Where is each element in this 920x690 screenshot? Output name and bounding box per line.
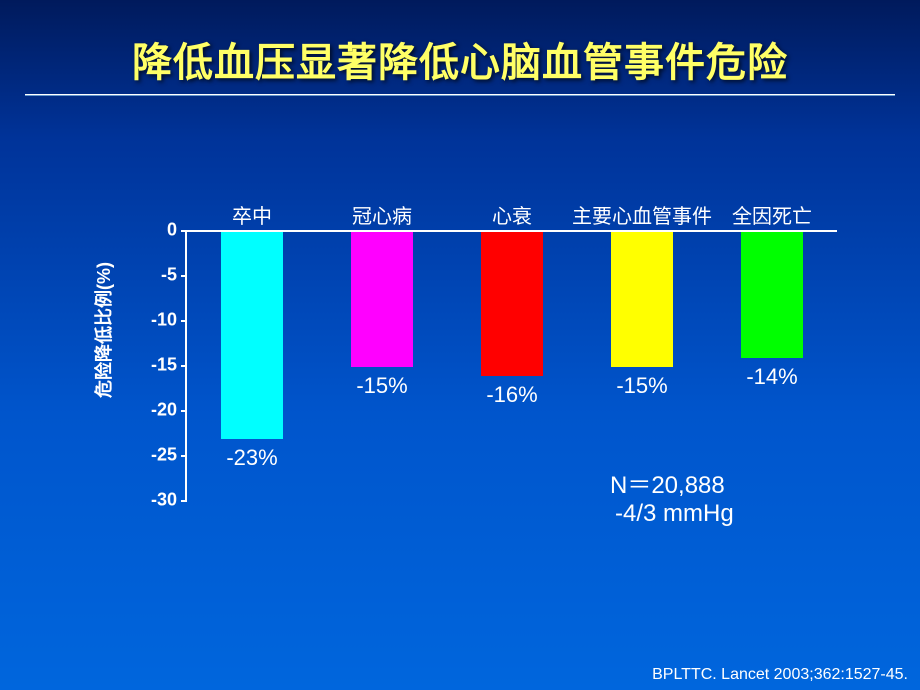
y-tick-label: -10 — [137, 310, 177, 331]
category-label: 冠心病 — [352, 200, 412, 229]
bar — [221, 232, 283, 439]
chart-note: N＝20,888 — [610, 465, 725, 500]
value-label: -23% — [226, 445, 277, 471]
bar — [741, 232, 803, 358]
category-label: 全因死亡 — [732, 200, 812, 229]
y-tick-label: -25 — [137, 445, 177, 466]
bar-chart: 危险降低比例(%) 0-5-10-15-20-25-30卒中-23%冠心病-15… — [130, 195, 850, 505]
y-tick-mark — [181, 455, 187, 457]
plot-area: 0-5-10-15-20-25-30卒中-23%冠心病-15%心衰-16%主要心… — [185, 230, 837, 500]
bar — [611, 232, 673, 367]
bar — [481, 232, 543, 376]
y-tick-label: -20 — [137, 400, 177, 421]
y-tick-label: 0 — [137, 220, 177, 241]
chart-note: -4/3 mmHg — [615, 500, 734, 528]
y-tick-label: -15 — [137, 355, 177, 376]
category-label: 心衰 — [492, 200, 532, 229]
value-label: -14% — [746, 364, 797, 390]
y-tick-mark — [181, 275, 187, 277]
y-axis-label: 危险降低比例(%) — [90, 262, 116, 398]
y-tick-label: -5 — [137, 265, 177, 286]
category-label: 卒中 — [232, 200, 272, 229]
citation-text: BPLTTC. Lancet 2003;362:1527-45. — [652, 666, 908, 684]
value-label: -15% — [616, 373, 667, 399]
page-title: 降低血压显著降低心脑血管事件危险 — [0, 0, 920, 94]
y-tick-mark — [181, 410, 187, 412]
y-tick-mark — [181, 500, 187, 502]
category-label: 主要心血管事件 — [572, 200, 712, 229]
title-underline — [25, 94, 895, 96]
value-label: -16% — [486, 382, 537, 408]
y-tick-mark — [181, 230, 187, 232]
value-label: -15% — [356, 373, 407, 399]
bar — [351, 232, 413, 367]
y-tick-label: -30 — [137, 490, 177, 511]
y-tick-mark — [181, 365, 187, 367]
y-tick-mark — [181, 320, 187, 322]
